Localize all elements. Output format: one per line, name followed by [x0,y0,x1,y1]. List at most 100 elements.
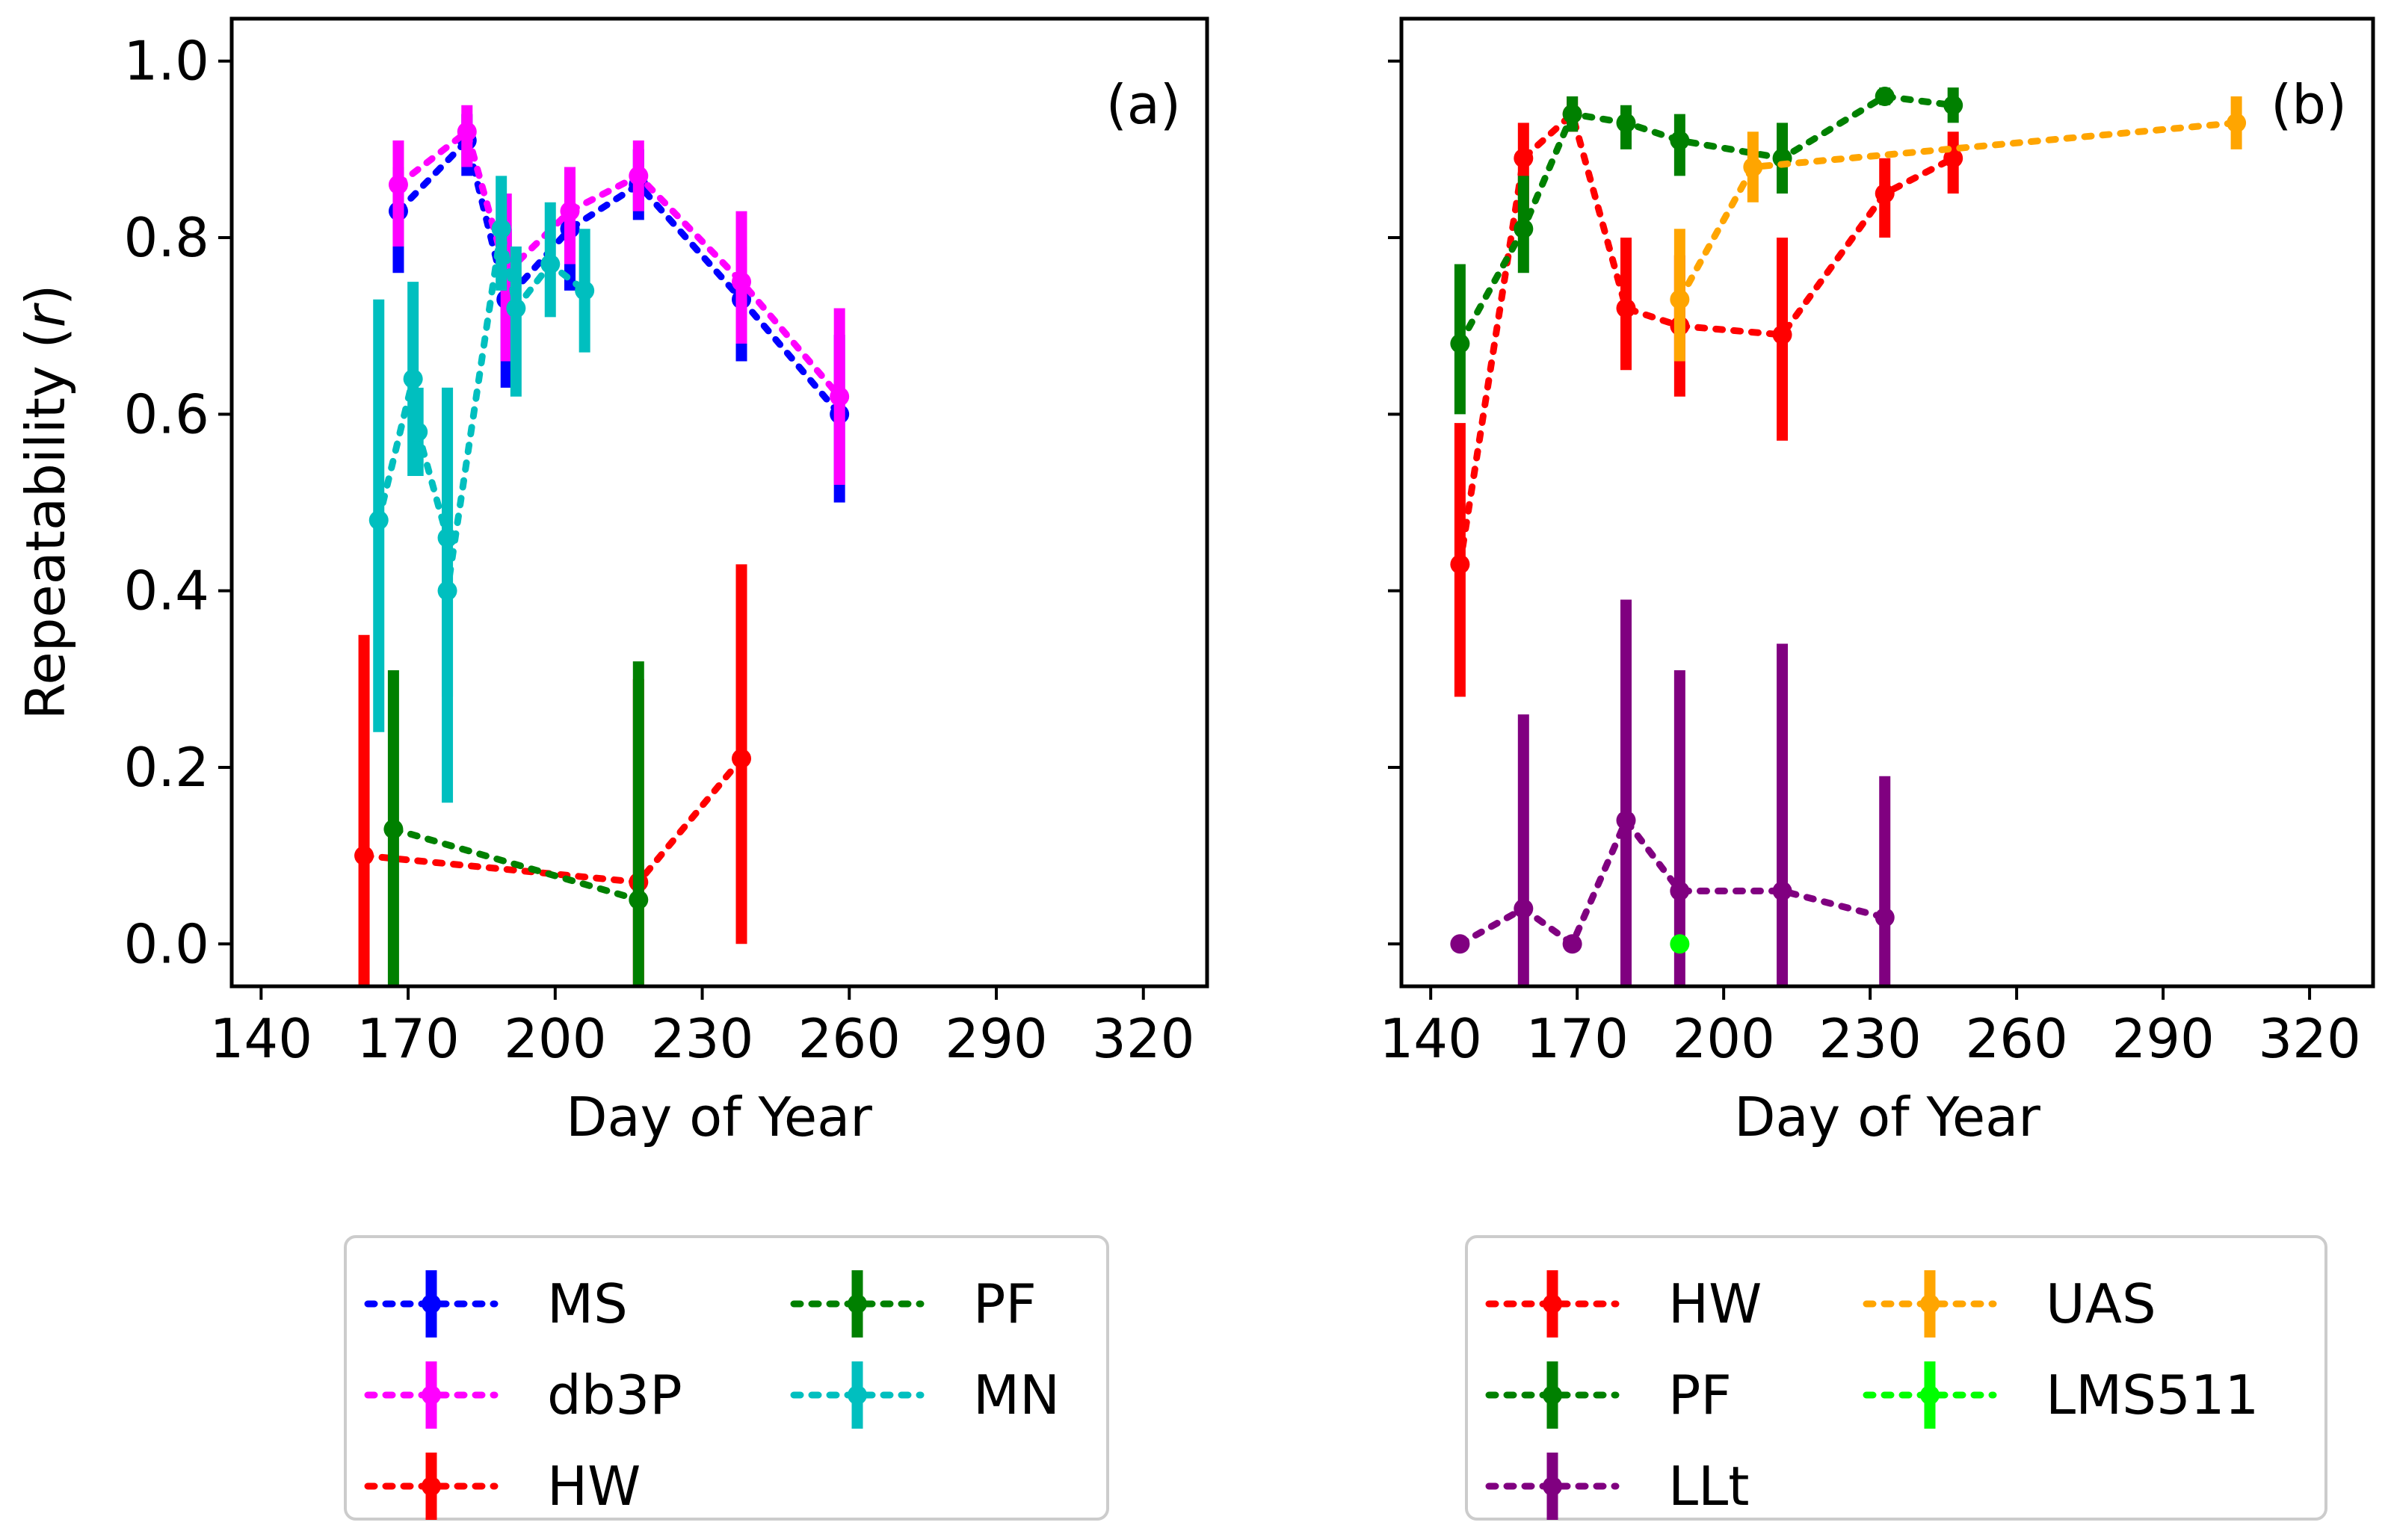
data-point-mn [540,254,561,274]
x-tick-label: 200 [504,1007,606,1070]
data-point-mn [408,421,428,442]
legend-a: MS db3P HW PF MN [344,1235,1109,1521]
series-uas-b [1670,96,2247,362]
y-tick-label: 1.0 [123,30,209,93]
series-llt-b [1450,599,1895,986]
data-point-llt [1450,934,1470,954]
data-point-pf [629,890,649,910]
x-tick-label: 170 [357,1007,459,1070]
legend-label-hw: HW [547,1455,641,1518]
data-point-uas [1670,289,1690,309]
legend-marker-hw [422,1476,441,1496]
x-tick-label: 260 [798,1007,901,1070]
panel-label-a: (a) [1106,73,1181,136]
data-point-hw [354,846,374,866]
data-point-db3p [388,175,408,195]
data-point-llt [1670,881,1690,901]
data-point-uas [2227,113,2247,133]
legend-label-ms: MS [547,1272,628,1335]
x-axis-ticks-b: 140 170 200 230 260 290 320 [1379,986,2361,1070]
data-point-db3p [732,272,752,292]
x-tick-label: 230 [1818,1007,1921,1070]
legend-b-box [1465,1235,2327,1521]
x-tick-label: 230 [651,1007,753,1070]
legend-item-ms: MS [364,1270,628,1338]
data-point-llt [1514,899,1534,919]
legend-item-lms511: LMS511 [1863,1361,2259,1429]
x-tick-label: 140 [1379,1007,1481,1070]
legend-label-lms511: LMS511 [2046,1364,2259,1426]
x-tick-label: 290 [945,1007,1047,1070]
legend-item-llt: LLt [1485,1453,1749,1520]
data-point-pf [1616,113,1636,133]
y-tick-label: 0.6 [123,383,209,445]
data-point-db3p [830,386,850,406]
legend-marker-ms [422,1294,441,1314]
x-tick-label: 200 [1672,1007,1774,1070]
data-point-llt [1562,934,1582,954]
legend-item-hw: HW [364,1453,641,1520]
legend-marker-llt [1543,1476,1562,1496]
data-point-llt [1772,881,1792,901]
data-point-pf [1450,333,1470,353]
x-tick-label: 290 [2111,1007,2214,1070]
legend-marker-pf [1543,1385,1562,1405]
data-point-mn [575,280,595,300]
panel-b: 140 170 200 230 260 290 320 (b) Day of Year [1379,16,2375,1148]
series-lms511-b [1670,934,1690,954]
legend-label-mn: MN [973,1364,1060,1426]
data-point-pf [1943,95,1963,115]
legend-marker-db3p [422,1385,441,1405]
data-point-db3p [629,166,649,186]
legend-item-pf: PF [790,1270,1037,1338]
y-tick-label: 0.4 [123,560,209,622]
x-tick-label: 320 [1092,1007,1194,1070]
data-point-pf [383,819,404,839]
panel-label-b: (b) [2271,73,2347,136]
legend-marker-pf [848,1294,867,1314]
x-tick-label: 320 [2258,1007,2360,1070]
data-point-pf [1562,104,1582,124]
y-tick-label: 0.0 [123,912,209,975]
panel-a: 140 170 200 230 260 290 320 0.0 0.2 0.4 0.6 0.8 1.0… [14,16,1209,1148]
data-point-hw [1616,298,1636,318]
data-point-uas [1743,157,1763,177]
data-point-pf [1670,131,1690,151]
legend-item-hw: HW [1485,1270,1762,1338]
data-point-mn [437,528,457,548]
data-point-db3p [560,201,580,221]
y-axis-ticks-a: 0.0 0.2 0.4 0.6 0.8 1.0 [123,30,232,975]
legend-marker-uas [1920,1294,1940,1314]
series-pf-a [383,661,649,986]
axes-frame-a [229,16,1209,989]
y-axis-label-a-symbol: r [14,302,77,327]
legend-label-pf: PF [973,1272,1037,1335]
legend-b: HW PF LLt UAS LMS511 [1465,1235,2327,1521]
axes-frame-b [1399,16,2375,989]
y-tick-label: 0.2 [123,736,209,799]
y-axis-label-a-text: Repeatability ( [14,327,77,720]
legend-label-db3p: db3P [547,1364,682,1426]
x-axis-ticks-a: 140 170 200 230 260 290 320 [210,986,1194,1070]
legend-item-mn: MN [790,1361,1060,1429]
legend-item-uas: UAS [1863,1270,2156,1338]
y-tick-label: 0.8 [123,206,209,269]
legend-item-pf: PF [1485,1361,1732,1429]
plot-area-b [1450,86,2247,986]
plot-area-a [354,105,850,986]
legend-marker-mn [848,1385,867,1405]
data-point-db3p [457,122,477,142]
data-point-hw [1450,554,1470,575]
data-point-llt [1616,810,1636,830]
x-tick-label: 170 [1525,1007,1628,1070]
series-line-pf [1456,93,1957,347]
y-axis-ticks-b [1388,59,1401,946]
x-axis-label-b: Day of Year [1734,1086,2040,1148]
data-point-mn [368,510,389,531]
data-point-pf [1875,86,1895,106]
legend-a-box [344,1235,1109,1521]
series-hw-b [1450,96,1963,697]
series-pf-b [1450,86,1963,415]
data-point-mn [506,298,526,318]
